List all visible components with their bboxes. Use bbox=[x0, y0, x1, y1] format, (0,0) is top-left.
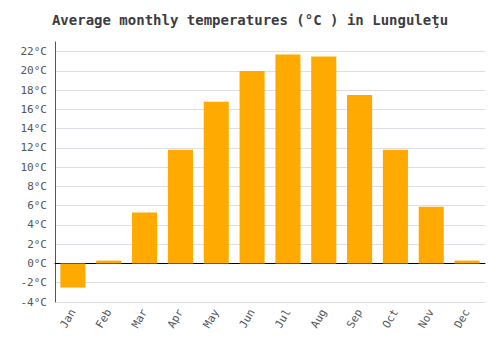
svg-text:14°C: 14°C bbox=[21, 122, 48, 135]
svg-text:0°C: 0°C bbox=[27, 257, 47, 270]
svg-text:2°C: 2°C bbox=[27, 238, 47, 251]
svg-text:May: May bbox=[201, 306, 222, 330]
svg-text:Aug: Aug bbox=[308, 307, 329, 331]
svg-text:12°C: 12°C bbox=[21, 141, 48, 154]
svg-text:16°C: 16°C bbox=[21, 103, 48, 116]
svg-text:22°C: 22°C bbox=[21, 45, 48, 58]
svg-text:6°C: 6°C bbox=[27, 199, 47, 212]
svg-text:4°C: 4°C bbox=[27, 218, 47, 231]
svg-text:18°C: 18°C bbox=[21, 84, 48, 97]
svg-text:Average monthly temperatures (: Average monthly temperatures (°C ) in Lu… bbox=[52, 12, 448, 28]
svg-text:Nov: Nov bbox=[416, 306, 437, 330]
svg-text:Sep: Sep bbox=[344, 307, 365, 331]
svg-text:Jul: Jul bbox=[272, 307, 293, 331]
svg-text:10°C: 10°C bbox=[21, 161, 48, 174]
svg-text:-4°C: -4°C bbox=[21, 296, 48, 309]
svg-text:Apr: Apr bbox=[165, 306, 186, 330]
svg-text:Jan: Jan bbox=[57, 307, 78, 331]
svg-text:Jun: Jun bbox=[237, 307, 258, 331]
svg-text:Oct: Oct bbox=[380, 307, 401, 331]
svg-text:Mar: Mar bbox=[129, 306, 150, 330]
svg-text:Dec: Dec bbox=[452, 307, 473, 331]
svg-text:20°C: 20°C bbox=[21, 64, 48, 77]
svg-text:Feb: Feb bbox=[93, 307, 114, 331]
svg-text:-2°C: -2°C bbox=[21, 276, 48, 289]
svg-text:8°C: 8°C bbox=[27, 180, 47, 193]
